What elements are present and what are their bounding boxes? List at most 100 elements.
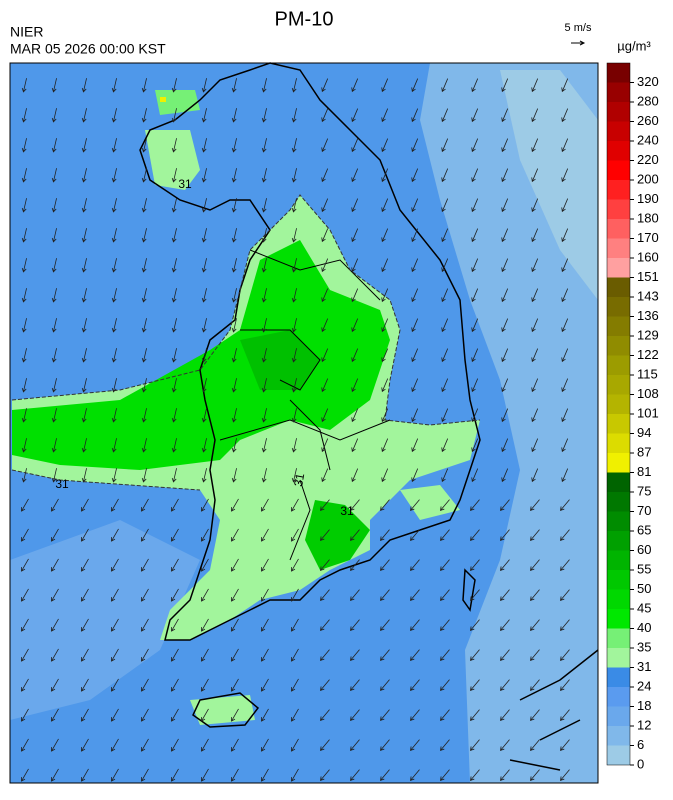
wind-arrow [51, 258, 57, 273]
wind-arrow [351, 78, 359, 93]
wind-arrow [351, 438, 359, 453]
wind-arrow [499, 739, 510, 751]
wind-arrow [51, 138, 57, 153]
wind-arrow [21, 768, 29, 782]
wind-arrow [501, 288, 509, 303]
wind-arrow [319, 739, 330, 751]
wind-arrow [111, 108, 117, 123]
wind-arrow [321, 288, 329, 303]
colorbar-band [607, 258, 630, 278]
wind-arrow [51, 438, 57, 453]
wind-arrow [51, 408, 57, 423]
wind-arrow [111, 318, 117, 333]
wind-arrow [51, 558, 59, 572]
wind-arrow [51, 498, 59, 512]
wind-arrow [21, 288, 27, 303]
wind-arrow [81, 558, 89, 572]
wind-arrow [231, 648, 239, 662]
wind-arrow [81, 678, 89, 692]
wind-arrow [291, 468, 297, 483]
wind-arrow [559, 649, 570, 661]
wind-arrow [171, 408, 177, 423]
colorbar-label: 200 [637, 171, 659, 186]
wind-arrow [411, 288, 419, 303]
wind-arrow [21, 78, 27, 93]
wind-arrow [559, 619, 570, 631]
wind-arrow [51, 198, 57, 213]
wind-arrow [261, 588, 269, 602]
wind-arrow [291, 678, 299, 692]
colorbar-band [607, 745, 630, 765]
wind-arrow [171, 528, 179, 542]
wind-arrow [381, 468, 389, 483]
wind-arrow [471, 228, 479, 243]
wind-arrow [51, 618, 59, 632]
colorbar-band [607, 141, 630, 161]
wind-arrow [559, 529, 570, 541]
wind-arrow [291, 198, 297, 213]
wind-arrow [291, 318, 297, 333]
wind-arrow [529, 679, 540, 691]
wind-arrow [349, 589, 360, 601]
wind-arrow [349, 769, 360, 781]
wind-arrow [351, 108, 359, 123]
colorbar-label: 101 [637, 405, 659, 420]
wind-arrow [201, 648, 209, 662]
wind-arrow [291, 498, 299, 512]
wind-arrow [381, 408, 389, 423]
wind-arrow [21, 378, 27, 393]
wind-arrow [349, 649, 360, 661]
wind-arrow [51, 318, 57, 333]
colorbar-label: 260 [637, 113, 659, 128]
wind-arrow [499, 559, 510, 571]
wind-arrow [261, 348, 267, 363]
wind-arrow [81, 438, 87, 453]
wind-arrow [201, 78, 207, 93]
wind-arrow [141, 78, 147, 93]
wind-arrow [261, 498, 269, 512]
wind-arrow [469, 559, 480, 571]
colorbar-band [607, 511, 630, 531]
wind-arrow [81, 618, 89, 632]
wind-arrow [411, 378, 419, 393]
wind-arrow [531, 408, 539, 423]
wind-arrow [409, 499, 420, 511]
wind-arrow [21, 258, 27, 273]
colorbar-label: 60 [637, 542, 651, 557]
wind-arrow [51, 588, 59, 602]
colorbar-band [607, 706, 630, 726]
wind-arrow [381, 378, 389, 393]
wind-arrow [291, 558, 299, 572]
wind-arrow [351, 258, 359, 273]
wind-arrow [349, 709, 360, 721]
wind-arrow [349, 619, 360, 631]
wind-arrow [111, 138, 117, 153]
colorbar-band [607, 648, 630, 668]
wind-arrow [261, 528, 269, 542]
wind-arrow [381, 168, 389, 183]
wind-arrow [351, 288, 359, 303]
wind-arrow [469, 679, 480, 691]
contour-label: 31 [55, 477, 69, 491]
wind-arrow [319, 679, 330, 691]
contour-31 [11, 194, 481, 491]
colorbar-label: 94 [637, 425, 651, 440]
wind-arrow [321, 348, 329, 363]
colorbar-band [607, 102, 630, 122]
datetime: MAR 05 2026 00:00 KST [10, 41, 166, 57]
wind-arrow [171, 738, 179, 752]
wind-arrow [171, 318, 177, 333]
wind-arrow [409, 529, 420, 541]
wind-arrow [201, 678, 209, 692]
wind-arrow [21, 228, 27, 243]
wind-arrow [201, 258, 207, 273]
colorbar-label: 65 [637, 522, 651, 537]
wind-arrow [559, 709, 570, 721]
wind-arrow [141, 738, 149, 752]
wind-arrow [141, 408, 147, 423]
wind-arrow [411, 108, 419, 123]
wind-arrow [171, 108, 177, 123]
wind-arrow [171, 708, 179, 722]
wind-arrow [441, 198, 449, 213]
wind-arrow [231, 288, 237, 303]
